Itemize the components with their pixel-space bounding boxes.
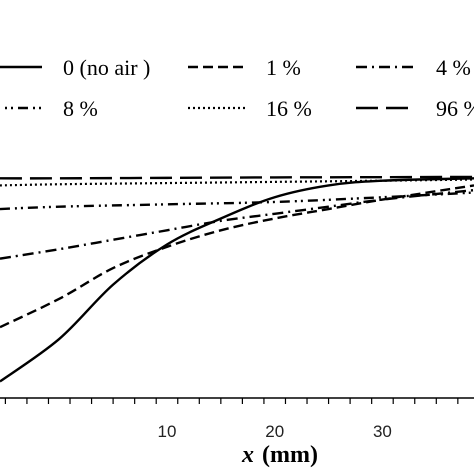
x-axis-ticks: 10 20 30 — [4, 398, 459, 441]
x-tick-label: 30 — [373, 422, 392, 441]
legend-item-1: 1 % — [188, 55, 301, 80]
legend-label: 96 % — [436, 96, 474, 121]
legend-item-96: 96 % — [356, 96, 474, 121]
legend-item-16: 16 % — [188, 96, 312, 121]
legend-item-0-no-air: 0 (no air ) — [0, 55, 150, 80]
legend-label: 16 % — [266, 96, 312, 121]
legend-label: 1 % — [266, 55, 301, 80]
x-tick-label: 20 — [265, 422, 284, 441]
series-line-96 — [0, 175, 474, 180]
x-axis-variable: x — [241, 442, 254, 468]
legend-label: 8 % — [63, 96, 98, 121]
series-line-0-no-air — [0, 177, 474, 383]
legend: 0 (no air ) 1 % 4 % 8 % 16 % 96 % — [0, 55, 474, 121]
plot-lines — [0, 175, 474, 383]
series-line-16 — [0, 178, 474, 187]
legend-label: 0 (no air ) — [63, 55, 150, 80]
legend-item-8: 8 % — [0, 96, 98, 121]
series-line-1 — [0, 184, 474, 329]
series-line-4 — [0, 188, 474, 260]
x-axis-unit: (mm) — [262, 442, 318, 468]
x-tick-label: 10 — [158, 422, 177, 441]
series-line-8 — [0, 191, 474, 211]
x-axis-title: x (mm) — [241, 442, 318, 468]
legend-label: 4 % — [436, 55, 471, 80]
legend-item-4: 4 % — [356, 55, 471, 80]
